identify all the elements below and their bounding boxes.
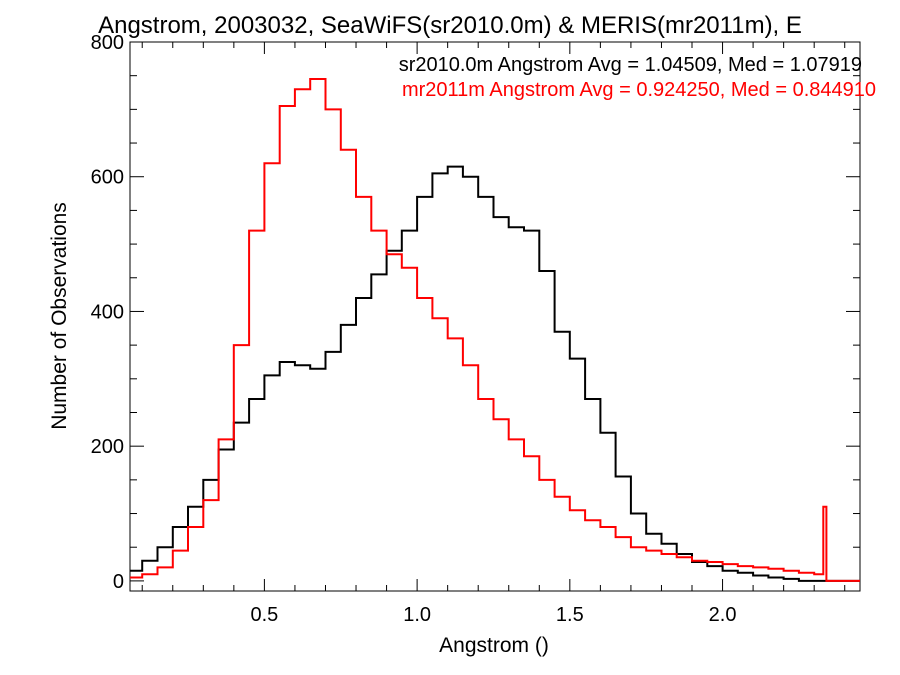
plot-frame xyxy=(129,41,861,592)
y-tick-label: 600 xyxy=(91,167,124,189)
y-tick-label: 0 xyxy=(113,571,124,593)
y-axis-label: Number of Observations xyxy=(48,202,71,430)
series-seawifs-line xyxy=(130,165,860,582)
y-tick-label: 200 xyxy=(91,436,124,458)
x-tick-label: 1.5 xyxy=(556,604,584,626)
x-tick-label: 1.0 xyxy=(403,604,431,626)
series-meris-line xyxy=(130,78,860,582)
y-tick-label: 400 xyxy=(91,301,124,323)
plot-area: 0.5 1.0 1.5 2.0 0 200 400 600 800 xyxy=(91,32,861,626)
annotation-meris-stats: mr2011m Angstrom Avg = 0.924250, Med = 0… xyxy=(402,79,876,101)
x-tick-label: 0.5 xyxy=(250,604,278,626)
y-tick-label: 800 xyxy=(91,32,124,54)
x-tick-label: 2.0 xyxy=(709,604,737,626)
annotation-seawifs-stats: sr2010.0m Angstrom Avg = 1.04509, Med = … xyxy=(399,54,862,76)
x-axis-label: Angstrom () xyxy=(439,634,549,657)
chart-title: Angstrom, 2003032, SeaWiFS(sr2010.0m) & … xyxy=(98,12,802,39)
